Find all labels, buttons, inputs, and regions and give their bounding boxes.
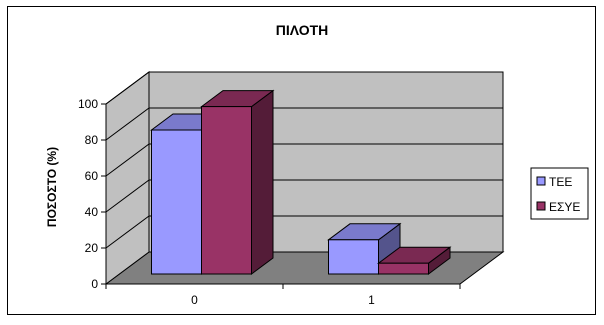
gridline	[105, 179, 503, 213]
chart-side-wall	[105, 71, 150, 285]
y-tick-label: 60	[85, 169, 99, 183]
y-tick-label: 80	[85, 133, 99, 147]
legend-label: ΤΕΕ	[549, 175, 572, 189]
chart-title: ΠΙΛΟΤΗ	[275, 22, 329, 38]
legend-swatch	[536, 201, 546, 211]
gridline	[105, 107, 503, 141]
y-tick-label: 40	[85, 205, 99, 219]
bar	[378, 262, 429, 275]
bar	[201, 106, 252, 275]
gridline	[105, 71, 503, 105]
gridline	[105, 215, 503, 249]
x-tick-label: 0	[191, 293, 198, 307]
legend-swatch	[536, 176, 546, 186]
y-tick-label: 0	[91, 277, 98, 291]
bar	[328, 239, 379, 275]
bar-side	[251, 89, 274, 275]
y-tick-label: 20	[85, 241, 99, 255]
x-tick-label: 1	[368, 293, 375, 307]
legend-label: ΕΣΥΕ	[549, 200, 580, 214]
bar	[151, 129, 202, 275]
gridline	[105, 143, 503, 177]
y-tick-label: 100	[78, 97, 98, 111]
